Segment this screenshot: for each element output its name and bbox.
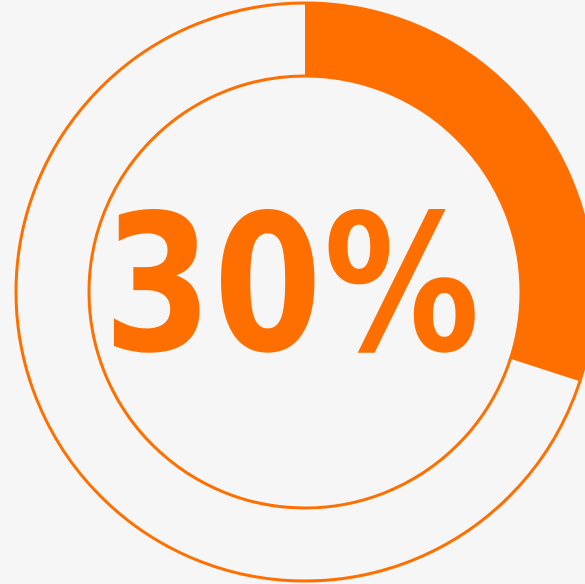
progress-fill-arc bbox=[305, 3, 585, 382]
inner-track-ring bbox=[87, 74, 523, 510]
